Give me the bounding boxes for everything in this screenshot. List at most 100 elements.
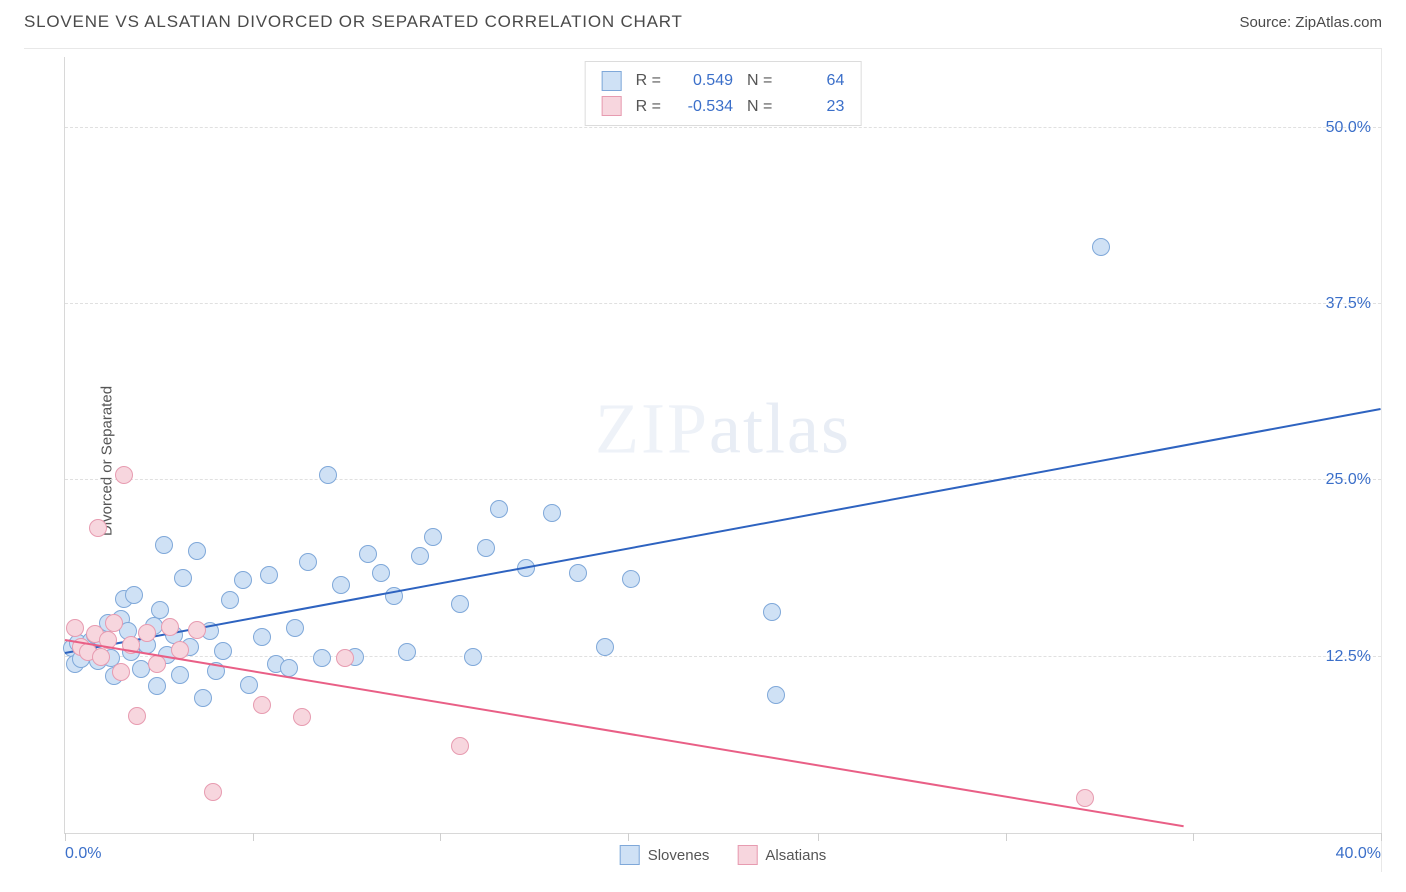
chart-container: Divorced or Separated ZIPatlas R = 0.549…	[24, 48, 1382, 872]
scatter-point	[398, 643, 416, 661]
y-tick-label: 50.0%	[1326, 119, 1371, 137]
scatter-point	[188, 621, 206, 639]
scatter-point	[155, 536, 173, 554]
scatter-point	[221, 591, 239, 609]
x-tick	[1006, 833, 1007, 841]
x-tick	[628, 833, 629, 841]
watermark-bold: ZIP	[595, 389, 709, 469]
swatch-alsatians-bottom	[737, 845, 757, 865]
gridline	[65, 656, 1381, 657]
swatch-slovenes-bottom	[620, 845, 640, 865]
scatter-point	[411, 547, 429, 565]
scatter-point	[151, 601, 169, 619]
x-tick	[440, 833, 441, 841]
scatter-point	[596, 638, 614, 656]
legend-item-alsatians: Alsatians	[737, 845, 826, 865]
scatter-point	[188, 542, 206, 560]
watermark: ZIPatlas	[595, 388, 851, 471]
scatter-point	[543, 504, 561, 522]
scatter-point	[161, 618, 179, 636]
scatter-point	[253, 696, 271, 714]
scatter-point	[1076, 789, 1094, 807]
scatter-point	[105, 614, 123, 632]
scatter-point	[1092, 238, 1110, 256]
chart-title: SLOVENE VS ALSATIAN DIVORCED OR SEPARATE…	[24, 12, 683, 32]
source-label: Source: ZipAtlas.com	[1239, 14, 1382, 31]
scatter-point	[490, 500, 508, 518]
trend-line	[65, 408, 1381, 654]
scatter-point	[464, 648, 482, 666]
scatter-point	[336, 649, 354, 667]
scatter-point	[424, 528, 442, 546]
legend-label-slovenes: Slovenes	[648, 847, 710, 864]
legend-label-alsatians: Alsatians	[765, 847, 826, 864]
correlation-row-slovenes: R = 0.549 N = 64	[602, 68, 845, 94]
scatter-point	[132, 660, 150, 678]
scatter-point	[171, 666, 189, 684]
n-value-alsatians: 23	[786, 94, 844, 120]
n-label: N =	[747, 94, 772, 120]
scatter-point	[319, 466, 337, 484]
scatter-point	[89, 519, 107, 537]
scatter-point	[622, 570, 640, 588]
r-value-alsatians: -0.534	[675, 94, 733, 120]
correlation-row-alsatians: R = -0.534 N = 23	[602, 94, 845, 120]
x-tick	[818, 833, 819, 841]
gridline	[65, 303, 1381, 304]
scatter-point	[112, 663, 130, 681]
swatch-alsatians	[602, 96, 622, 116]
x-tick	[65, 833, 66, 841]
plot-area: ZIPatlas R = 0.549 N = 64 R = -0.534 N =…	[64, 57, 1381, 834]
scatter-point	[299, 553, 317, 571]
scatter-point	[767, 686, 785, 704]
scatter-point	[174, 569, 192, 587]
scatter-point	[234, 571, 252, 589]
scatter-point	[66, 619, 84, 637]
scatter-point	[477, 539, 495, 557]
gridline	[65, 479, 1381, 480]
scatter-point	[286, 619, 304, 637]
watermark-thin: atlas	[709, 389, 851, 469]
scatter-point	[138, 624, 156, 642]
n-value-slovenes: 64	[786, 68, 844, 94]
x-tick	[1193, 833, 1194, 841]
scatter-point	[92, 648, 110, 666]
series-legend: Slovenes Alsatians	[620, 845, 827, 865]
x-tick-label: 40.0%	[1336, 845, 1381, 863]
scatter-point	[253, 628, 271, 646]
scatter-point	[204, 783, 222, 801]
r-value-slovenes: 0.549	[675, 68, 733, 94]
scatter-point	[194, 689, 212, 707]
scatter-point	[451, 737, 469, 755]
n-label: N =	[747, 68, 772, 94]
trend-line	[65, 639, 1184, 827]
y-tick-label: 37.5%	[1326, 295, 1371, 313]
scatter-point	[313, 649, 331, 667]
correlation-legend: R = 0.549 N = 64 R = -0.534 N = 23	[585, 61, 862, 126]
scatter-point	[372, 564, 390, 582]
scatter-point	[240, 676, 258, 694]
scatter-point	[332, 576, 350, 594]
gridline	[65, 127, 1381, 128]
scatter-point	[171, 641, 189, 659]
x-tick	[253, 833, 254, 841]
scatter-point	[148, 677, 166, 695]
r-label: R =	[636, 94, 661, 120]
legend-item-slovenes: Slovenes	[620, 845, 710, 865]
scatter-point	[451, 595, 469, 613]
scatter-point	[569, 564, 587, 582]
y-tick-label: 12.5%	[1326, 648, 1371, 666]
scatter-point	[763, 603, 781, 621]
scatter-point	[125, 586, 143, 604]
x-tick-label: 0.0%	[65, 845, 101, 863]
scatter-point	[115, 466, 133, 484]
scatter-point	[214, 642, 232, 660]
x-tick	[1381, 833, 1382, 841]
y-tick-label: 25.0%	[1326, 471, 1371, 489]
swatch-slovenes	[602, 71, 622, 91]
r-label: R =	[636, 68, 661, 94]
scatter-point	[260, 566, 278, 584]
scatter-point	[128, 707, 146, 725]
scatter-point	[293, 708, 311, 726]
scatter-point	[359, 545, 377, 563]
